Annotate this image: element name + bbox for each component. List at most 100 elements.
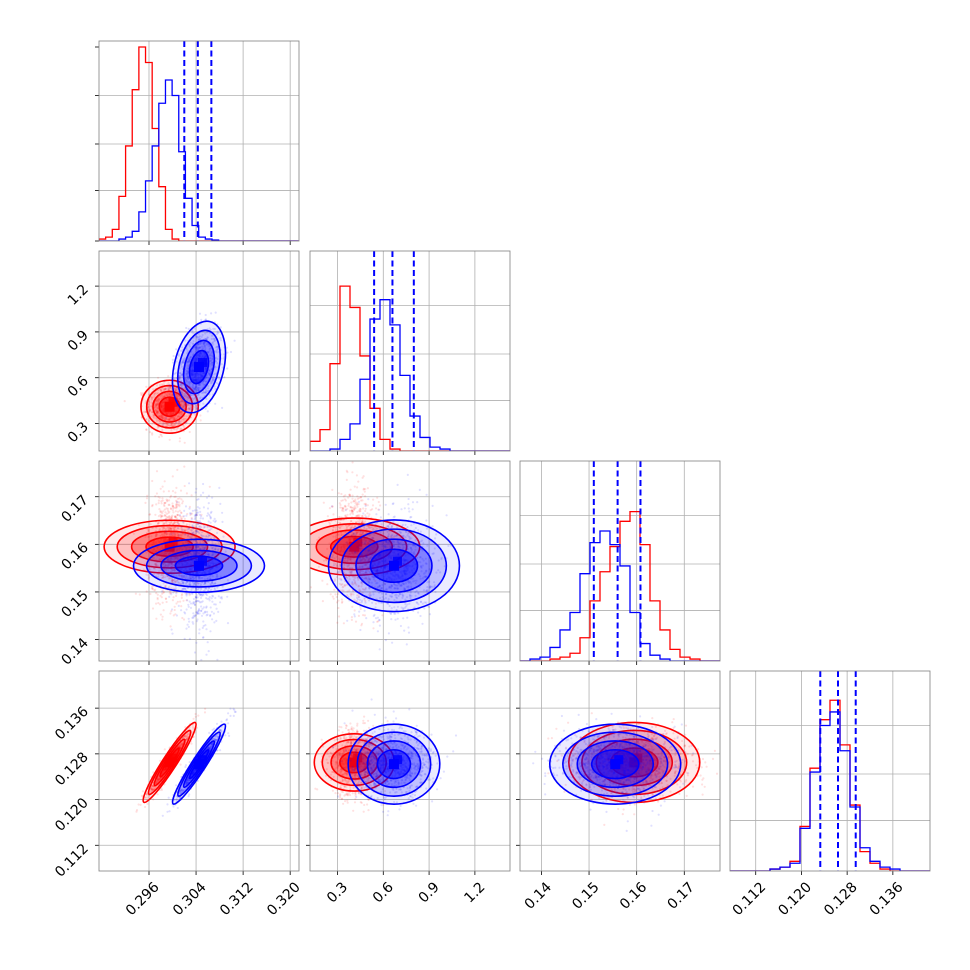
sample-point <box>332 535 335 538</box>
sample-point <box>167 528 170 531</box>
sample-point <box>360 581 363 585</box>
sample-point <box>158 435 161 439</box>
sample-point <box>197 609 200 612</box>
sample-point <box>155 410 158 413</box>
sample-point <box>167 423 170 426</box>
sample-point <box>385 540 388 543</box>
sample-point <box>160 556 163 560</box>
panel-p1-vs-p3 <box>95 460 300 665</box>
sample-point <box>364 504 367 507</box>
sample-point <box>165 498 168 501</box>
sample-point <box>186 350 190 353</box>
sample-point <box>202 346 205 349</box>
sample-point <box>192 332 195 335</box>
sample-point <box>145 418 148 421</box>
sample-point <box>202 624 205 628</box>
sample-point <box>360 558 364 561</box>
sample-point <box>181 548 184 551</box>
sample-point <box>188 552 191 555</box>
sample-point <box>182 515 186 518</box>
sample-point <box>190 382 193 385</box>
sample-point <box>145 428 148 431</box>
sample-point <box>192 587 195 590</box>
sample-point <box>185 379 188 382</box>
sample-point <box>364 586 367 590</box>
sample-point <box>172 579 176 582</box>
sample-point <box>170 573 173 576</box>
sample-point <box>364 563 367 566</box>
sample-point <box>180 362 183 365</box>
sample-point <box>151 505 154 508</box>
sample-point <box>175 575 178 578</box>
sample-point <box>195 641 198 644</box>
sample-point <box>193 406 196 409</box>
sample-point <box>208 485 211 488</box>
sample-point <box>197 394 200 397</box>
sample-point <box>195 596 198 600</box>
sample-point <box>155 384 159 387</box>
sample-point <box>187 377 190 380</box>
sample-point <box>158 570 161 573</box>
sample-point <box>162 415 166 419</box>
sample-point <box>182 359 185 362</box>
sample-point <box>165 393 168 397</box>
sample-point <box>177 604 180 608</box>
sample-point <box>158 398 161 401</box>
sample-point <box>354 582 357 585</box>
sample-point <box>196 541 199 545</box>
sample-point <box>380 587 383 590</box>
sample-point <box>338 516 341 519</box>
sample-point <box>356 503 359 506</box>
sample-point <box>145 551 148 554</box>
sample-point <box>169 386 172 389</box>
density-peak-blue <box>198 358 207 368</box>
sample-point <box>195 589 198 592</box>
sample-point <box>199 419 202 422</box>
sample-point <box>199 414 202 417</box>
sample-point <box>200 544 203 548</box>
sample-point <box>207 351 210 354</box>
sample-point <box>356 532 359 535</box>
sample-point <box>355 474 358 477</box>
sample-point <box>197 546 200 549</box>
sample-point <box>337 525 340 528</box>
sample-point <box>155 592 158 595</box>
sample-point <box>205 397 208 400</box>
sample-point <box>393 535 396 538</box>
sample-point <box>191 404 194 407</box>
sample-point <box>166 574 169 578</box>
sample-point <box>190 494 193 497</box>
sample-point <box>157 399 160 402</box>
sample-point <box>155 617 158 620</box>
sample-point <box>193 398 196 401</box>
sample-point <box>203 546 206 549</box>
sample-point <box>165 533 168 536</box>
sample-point <box>211 554 214 557</box>
sample-point <box>159 388 162 391</box>
sample-point <box>187 380 190 384</box>
sample-point <box>384 639 387 642</box>
sample-point <box>144 501 147 504</box>
sample-point <box>179 534 182 537</box>
sample-point <box>170 422 173 425</box>
sample-point <box>142 568 145 571</box>
sample-point <box>169 507 173 511</box>
sample-point <box>358 534 361 537</box>
sample-point <box>163 514 167 517</box>
sample-point <box>195 539 198 543</box>
sample-point <box>186 352 189 355</box>
sample-point <box>204 541 207 544</box>
sample-point <box>353 580 357 583</box>
sample-point <box>340 533 343 537</box>
sample-point <box>212 327 215 330</box>
sample-point <box>170 579 173 583</box>
sample-point <box>358 508 362 511</box>
sample-point <box>175 504 178 507</box>
sample-point <box>212 595 215 598</box>
sample-point <box>202 612 205 615</box>
sample-point <box>196 509 199 512</box>
sample-point <box>213 517 216 521</box>
sample-point <box>168 590 171 593</box>
sample-point <box>173 558 176 562</box>
sample-point <box>181 515 184 518</box>
